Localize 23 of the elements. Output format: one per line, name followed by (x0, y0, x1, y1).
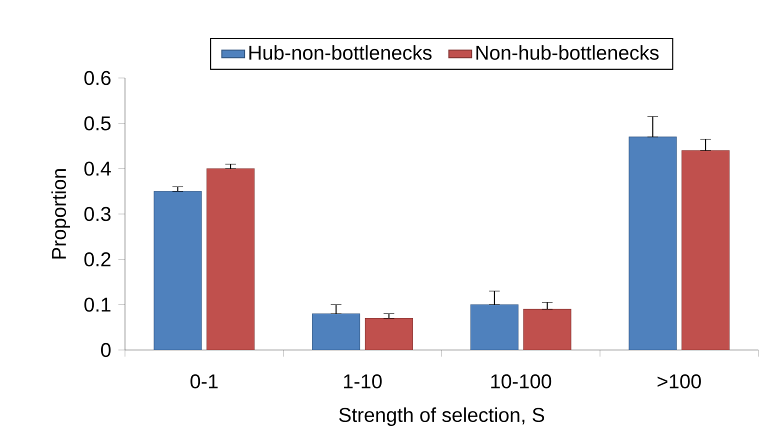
y-axis-title: Proportion (51, 169, 70, 259)
bar (470, 304, 518, 350)
bar (154, 191, 202, 350)
legend-label: Non-hub-bottlenecks (476, 45, 659, 60)
y-tick-label: 0.2 (84, 252, 110, 266)
x-tick-label: 10-100 (491, 374, 552, 388)
x-axis-title: Strength of selection, S (339, 407, 544, 426)
y-tick-label: 0.4 (84, 162, 111, 176)
bar (523, 308, 572, 350)
x-tick-label: 1-10 (344, 374, 382, 388)
bar (682, 150, 730, 350)
bar (206, 168, 255, 350)
x-tick-label: 0-1 (190, 374, 218, 388)
bar (628, 136, 677, 350)
y-tick-label: 0.1 (84, 298, 110, 312)
y-tick-label: 0.3 (84, 206, 111, 222)
y-tick-label: 0.6 (84, 70, 111, 86)
bar (364, 318, 413, 350)
legend-label: Hub-non-bottlenecks (249, 45, 432, 60)
y-tick-label: 0.5 (84, 116, 111, 130)
x-tick-label: >100 (658, 374, 701, 388)
y-tick-label: 0 (101, 342, 111, 358)
bar (312, 313, 360, 350)
